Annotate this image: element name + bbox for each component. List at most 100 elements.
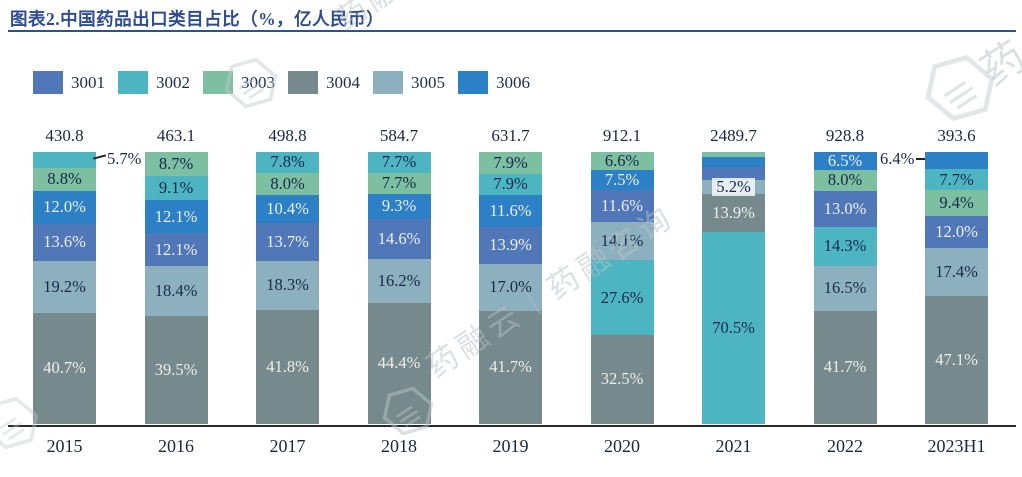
segment-2022-3001: 13.0%	[813, 191, 877, 227]
segment-value-label: 8.7%	[158, 153, 194, 173]
legend-swatch-icon	[203, 71, 233, 94]
segment-2023H1-3001: 12.0%	[925, 215, 988, 249]
bar-column-2015: 430.8 8.8% 12.0% 13.6% 19.2% 40.7%	[33, 126, 96, 424]
bar-column-2023H1: 393.6 7.7% 9.4% 12.0% 17.4% 47.1%	[925, 126, 988, 424]
x-axis-label-2015: 2015	[46, 436, 83, 456]
segment-value-label: 41.8%	[266, 356, 309, 376]
segment-2018-3006: 9.3%	[367, 193, 431, 220]
legend-label: 3006	[496, 72, 530, 92]
segment-value-label: 12.0%	[43, 197, 86, 217]
segment-value-label: 7.9%	[493, 174, 528, 193]
segment-value-label: 27.6%	[600, 287, 644, 307]
segment-2019-3004: 41.7%	[479, 310, 542, 424]
legend-swatch-icon	[288, 71, 318, 94]
segment-2017-3002: 7.8%	[256, 152, 319, 174]
segment-2017-3006: 10.4%	[256, 194, 319, 224]
segment-value-label: 11.6%	[489, 200, 532, 220]
bar-column-2016: 463.1 8.7% 9.1% 12.1% 12.1% 18.4% 39.5%	[144, 126, 208, 424]
segment-2021-3001	[702, 166, 765, 181]
segment-2021-3006	[702, 157, 765, 167]
x-axis-label-2020: 2020	[604, 436, 640, 456]
stacked-bar-2019: 7.9% 7.9% 11.6% 13.9% 17.0% 41.7%	[479, 152, 542, 424]
segment-value-label: 11.6%	[600, 195, 643, 215]
stacked-bar-2021: 5.2% 13.9% 70.5%	[702, 152, 765, 424]
callout-connector-line	[916, 158, 925, 160]
segment-value-label: 13.0%	[823, 198, 867, 218]
segment-2020-3001: 11.6%	[590, 190, 654, 222]
segment-value-label: 12.0%	[935, 221, 978, 241]
segment-value-label: 70.5%	[712, 317, 755, 337]
segment-2017-3004: 41.8%	[256, 310, 319, 424]
segment-value-label: 9.4%	[939, 192, 974, 212]
segment-value-label: 19.2%	[43, 276, 86, 296]
segment-value-label: 41.7%	[823, 357, 867, 377]
legend-label: 3005	[411, 72, 445, 92]
x-axis-label-2022: 2022	[827, 436, 863, 456]
segment-2021-3002: 70.5%	[702, 232, 765, 424]
segment-2015-3002	[33, 152, 96, 168]
bar-total-label: 912.1	[602, 126, 642, 145]
callout-label-2015: 5.7%	[107, 149, 142, 168]
legend-item-3006: 3006	[458, 71, 530, 94]
bar-total-label: 393.6	[937, 126, 976, 145]
brand-hexagon-watermark-icon	[920, 48, 1001, 129]
bar-column-2018: 584.7 7.7% 7.7% 9.3% 14.6% 16.2% 44.4%	[367, 126, 431, 424]
segment-2019-3006: 11.6%	[479, 195, 542, 227]
segment-2016-3004: 39.5%	[144, 316, 208, 424]
segment-value-label: 8.0%	[270, 173, 305, 193]
segment-value-label: 12.1%	[154, 239, 198, 259]
title-underline	[8, 30, 1016, 32]
segment-2016-3003: 8.7%	[144, 152, 208, 176]
segment-2022-3002: 14.3%	[813, 226, 877, 266]
segment-2018-3004: 44.4%	[367, 302, 431, 424]
legend-label: 3003	[241, 72, 275, 92]
segment-2022-3004: 41.7%	[813, 310, 877, 425]
segment-2021-3005: 5.2%	[702, 177, 765, 197]
segment-value-label: 8.8%	[47, 169, 82, 189]
segment-2015-3004: 40.7%	[33, 313, 96, 424]
segment-2015-3005: 19.2%	[33, 260, 96, 314]
segment-value-label: 17.4%	[935, 261, 978, 281]
stacked-bar-2017: 7.8% 8.0% 10.4% 13.7% 18.3% 41.8%	[256, 152, 319, 424]
segment-2023H1-3006	[925, 152, 988, 170]
segment-value-label: 18.4%	[154, 281, 198, 301]
stacked-bar-2022: 6.5% 8.0% 13.0% 14.3% 16.5% 41.7%	[813, 152, 877, 425]
figure-title: 图表2.中国药品出口类目占比（%，亿人民币）	[10, 9, 385, 29]
bar-column-2021: 2489.7 5.2% 13.9% 70.5%	[702, 126, 765, 424]
stacked-bar-chart: 430.8 8.8% 12.0% 13.6% 19.2% 40.7% 463.1 8.7% 9.…	[33, 126, 988, 425]
segment-2017-3001: 13.7%	[256, 223, 319, 261]
segment-2019-3003: 7.9%	[479, 152, 542, 174]
segment-2023H1-3005: 17.4%	[925, 248, 988, 296]
stacked-bar-2020: 6.6% 7.5% 11.6% 14.1% 27.6% 32.5%	[590, 152, 654, 424]
segment-2016-3001: 12.1%	[144, 233, 208, 267]
bar-total-label: 463.1	[156, 126, 196, 145]
legend-item-3004: 3004	[288, 71, 360, 94]
segment-value-label: 7.8%	[270, 152, 305, 172]
segment-2018-3003: 7.7%	[367, 172, 431, 194]
legend-swatch-icon	[458, 71, 488, 94]
segment-value-label: 7.7%	[381, 152, 417, 172]
x-axis-label-2021: 2021	[715, 436, 752, 456]
legend-swatch-icon	[373, 71, 403, 94]
segment-2020-3003: 6.6%	[590, 152, 654, 170]
segment-2020-3004: 32.5%	[590, 335, 654, 424]
bar-total-label: 2489.7	[710, 126, 757, 145]
x-axis-label-2018: 2018	[381, 436, 417, 456]
segment-value-label: 7.7%	[939, 169, 974, 189]
legend-item-3002: 3002	[118, 71, 190, 94]
x-axis-label-2016: 2016	[158, 436, 194, 456]
segment-value-label: 47.1%	[935, 349, 978, 369]
segment-2022-3006: 6.5%	[813, 152, 877, 170]
segment-value-label: 14.6%	[377, 228, 421, 248]
segment-2020-3005: 14.1%	[590, 221, 654, 261]
segment-2022-3003: 8.0%	[813, 169, 877, 192]
segment-value-label: 16.5%	[823, 277, 867, 297]
segment-2021-3003	[702, 152, 765, 158]
bar-column-2022: 928.8 6.5% 8.0% 13.0% 14.3% 16.5% 41.7%	[813, 126, 877, 425]
segment-value-label: 18.3%	[266, 275, 309, 295]
segment-2022-3005: 16.5%	[813, 265, 877, 311]
bar-total-label: 631.7	[491, 126, 530, 145]
legend-item-3005: 3005	[373, 71, 445, 94]
segment-2018-3001: 14.6%	[367, 219, 431, 259]
